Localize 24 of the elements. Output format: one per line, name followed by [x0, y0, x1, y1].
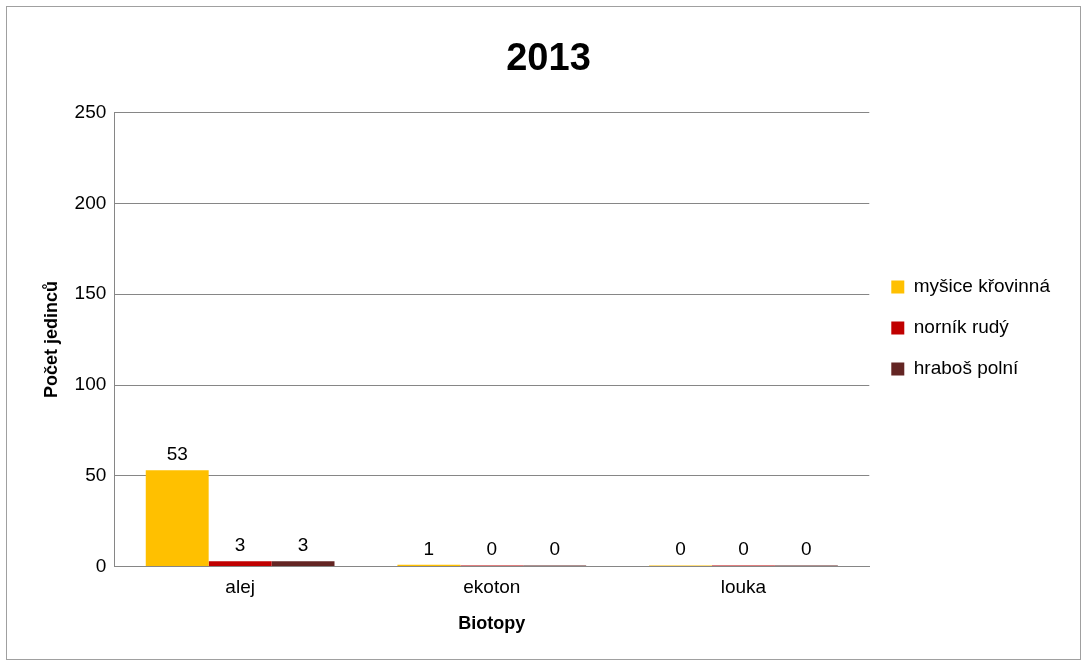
- data-label: 3: [234, 533, 246, 555]
- y-tick-label: 250: [74, 100, 107, 122]
- x-axis-title: Biotopy: [458, 613, 526, 634]
- y-tick-label: 0: [95, 554, 107, 576]
- legend-label: myšice křovinná: [913, 275, 1051, 297]
- y-tick-label: 150: [74, 282, 107, 304]
- y-axis-title: Počet jedinců: [40, 281, 61, 399]
- data-label: 0: [738, 538, 749, 560]
- legend-label: norník rudý: [913, 316, 1010, 338]
- y-tick-label: 50: [85, 464, 107, 486]
- x-tick-label: alej: [225, 576, 255, 598]
- y-tick-label: 100: [74, 373, 107, 395]
- chart-title: 2013: [506, 36, 591, 79]
- legend-label: hraboš polní: [913, 357, 1020, 379]
- data-label: 0: [675, 538, 686, 560]
- data-label: 3: [297, 533, 309, 555]
- data-label: 0: [801, 538, 812, 560]
- y-tick-label: 200: [74, 191, 107, 213]
- data-label: 0: [549, 538, 560, 560]
- data-label: 53: [166, 443, 188, 465]
- x-tick-label: louka: [720, 576, 767, 598]
- x-tick-label: ekoton: [463, 576, 521, 598]
- data-label: 1: [423, 537, 435, 559]
- data-label: 0: [486, 538, 498, 560]
